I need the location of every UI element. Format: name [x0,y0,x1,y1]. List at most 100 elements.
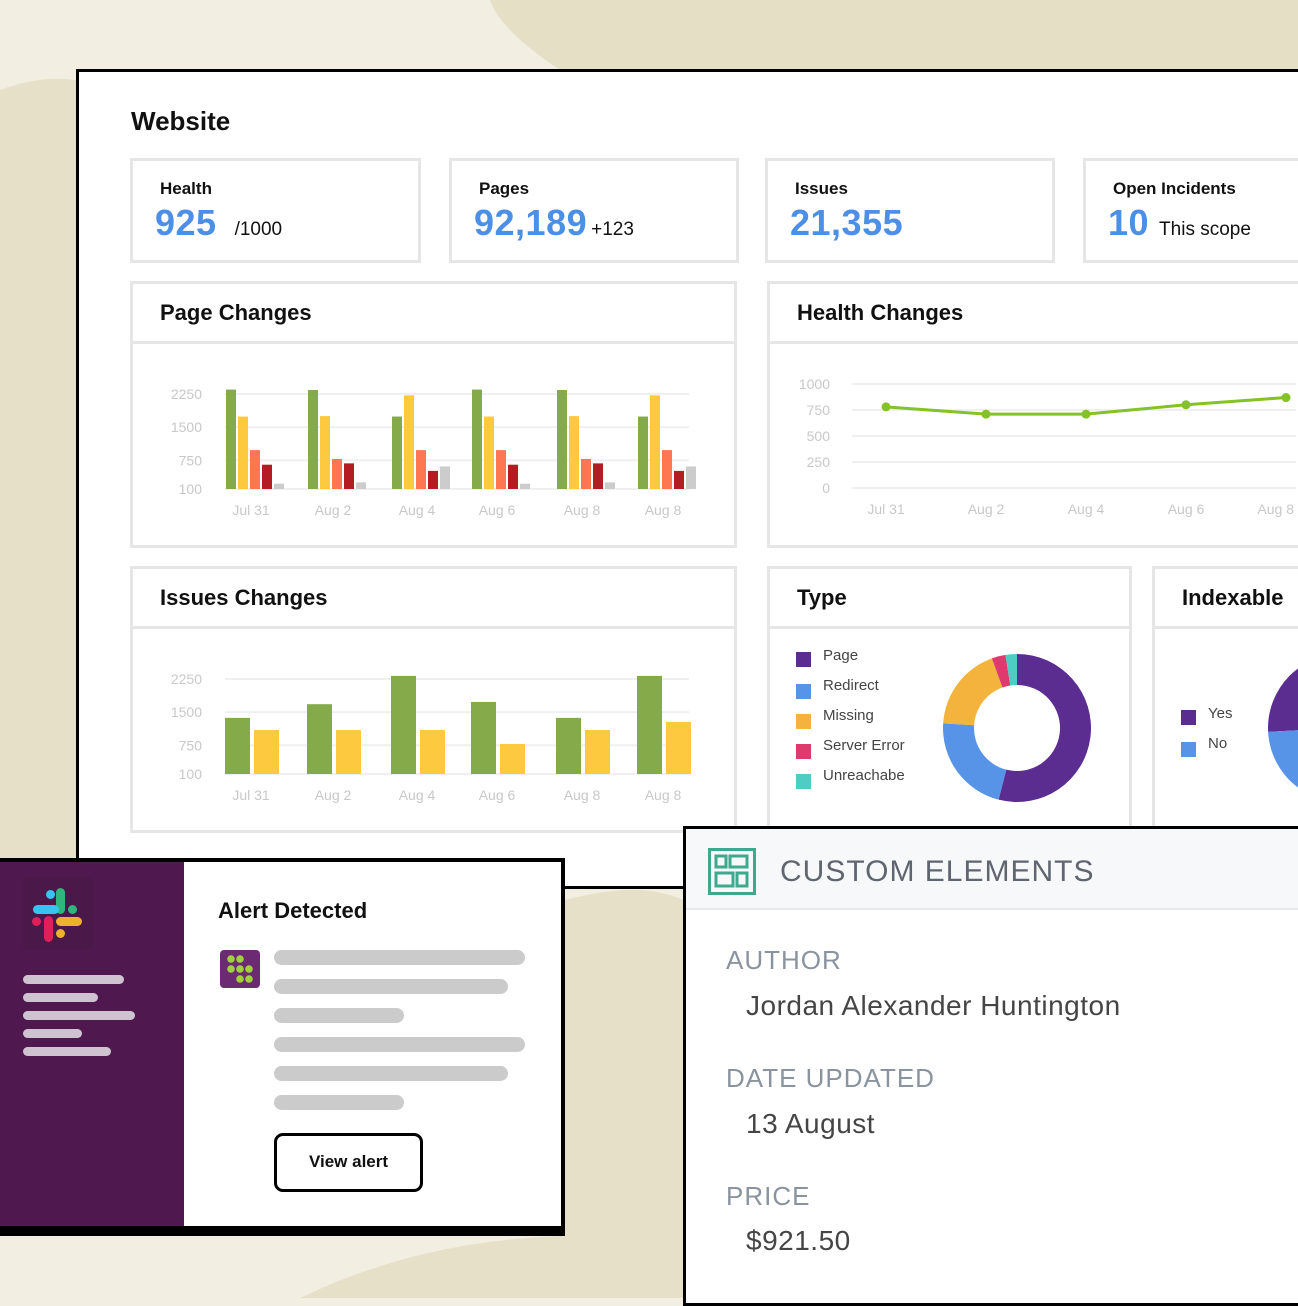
health-point [881,402,891,412]
x-tick-label: Jul 31 [232,787,270,803]
x-tick-label: Aug 6 [1168,501,1205,517]
bar-s3 [416,450,426,489]
bar-s1 [556,717,581,774]
slack-logo-icon [23,878,93,950]
health-changes-card: Health Changes 1000 750 500 250 0 Jul 31 Aug 2… [767,281,1298,548]
x-tick-label: Aug 8 [564,787,601,803]
x-tick-label: Aug 8 [645,787,682,803]
y-tick-label: 1500 [171,419,202,435]
slice-server-error [991,654,1011,688]
sidebar-line [23,1011,135,1020]
slice-yes [1268,668,1298,732]
stat-title: Issues [795,179,848,198]
grid-icon [708,848,756,895]
sidebar-line [23,1047,111,1056]
health-point [1081,409,1091,419]
text-placeholder [274,1008,404,1023]
issues-changes-card: Issues Changes 2250 1500 750 100 Jul 31 Aug 2… [130,566,737,833]
page-changes-card: Page Changes 2250 1500 750 100 Jul 31 Aug 2 Au… [130,281,737,548]
bar-s3 [496,450,506,489]
legend-swatch [796,714,811,729]
bar-s2 [666,721,691,774]
y-tick-label: 750 [179,737,203,753]
slack-alert-window: Alert Detected View alert [0,858,565,1236]
x-tick-label: Aug 6 [479,502,516,518]
bar-s4 [508,464,518,489]
bar-s1 [308,390,318,489]
x-tick-label: Jul 31 [867,501,905,517]
y-tick-label: 250 [807,454,831,470]
y-tick-label: 750 [807,402,831,418]
stat-card-health: Health 925 /1000 [130,158,421,263]
legend-label: Page [823,647,859,664]
y-tick-label: 750 [179,452,203,468]
bar-s2 [254,730,279,774]
indexable-donut-chart [1268,668,1298,788]
bar-s4 [674,470,684,489]
stat-sub: +123 [591,219,634,240]
health-changes-chart: 1000 750 500 250 0 Jul 31 Aug 2 Aug 4 Aug 6 Aug 8 [799,376,1296,517]
x-tick-label: Aug 2 [315,502,352,518]
slice-redirect [943,723,1007,800]
price-value: $921.50 [746,1225,851,1256]
bar-s2 [420,730,445,774]
slice-page [998,654,1091,802]
text-placeholder [274,1066,508,1081]
slice-missing [943,658,1003,726]
page-title: Website [131,106,231,136]
bar-s5 [440,466,450,489]
type-donut-chart [943,654,1091,802]
bar-s1 [471,701,496,774]
bar-s1 [472,389,482,489]
bar-s4 [593,463,603,489]
app-logo-icon [220,950,260,988]
bar-s4 [262,464,272,489]
legend-label: No [1208,735,1228,752]
health-point [1181,400,1191,410]
bar-s5 [520,483,530,489]
x-tick-label: Aug 2 [968,501,1005,517]
text-placeholder [274,1037,525,1052]
bar-s2 [500,743,525,774]
stat-title: Pages [479,179,530,198]
legend-label: Redirect [823,677,879,694]
bar-s1 [557,390,567,489]
bar-s4 [428,470,438,489]
stat-value: 92,189 [474,202,588,243]
y-tick-label: 2250 [171,386,202,402]
bar-s3 [250,450,260,489]
bar-s2 [320,416,330,489]
legend-swatch [1181,710,1196,725]
bar-s1 [637,675,662,774]
bar-s3 [332,458,342,489]
price-label: PRICE [726,1181,811,1211]
legend-label: Unreachabe [823,767,905,784]
bar-s2 [484,416,494,489]
bar-s5 [686,466,696,489]
custom-elements-header: CUSTOM ELEMENTS [686,829,1298,910]
bar-s2 [336,730,361,774]
page-changes-chart: 2250 1500 750 100 Jul 31 Aug 2 Aug 4 Aug 6 Aug 8… [171,386,696,518]
alert-title: Alert Detected [218,898,368,923]
x-tick-label: Aug 2 [315,787,352,803]
stat-card-open-incidents: Open Incidents 10 This scope [1083,158,1298,263]
issues-changes-chart: 2250 1500 750 100 Jul 31 Aug 2 Aug 4 Aug 6 Aug 8… [171,671,691,803]
legend-swatch [796,774,811,789]
indexable-card: Indexable Yes No [1152,566,1298,833]
view-alert-button[interactable]: View alert [274,1133,423,1192]
y-tick-label: 0 [822,480,830,496]
x-tick-label: Aug 8 [1257,501,1294,517]
bar-s2 [585,730,610,774]
bar-s2 [569,416,579,489]
y-tick-label: 1500 [171,704,202,720]
x-tick-label: Aug 8 [645,502,682,518]
legend-label: Server Error [823,737,905,754]
stat-value: 925 [155,202,217,243]
x-tick-label: Aug 6 [479,787,516,803]
card-title: Indexable [1182,585,1284,610]
custom-elements-title: CUSTOM ELEMENTS [780,855,1095,888]
bar-s2 [650,395,660,489]
stat-value: 21,355 [790,202,904,243]
stat-sub: /1000 [234,219,283,240]
